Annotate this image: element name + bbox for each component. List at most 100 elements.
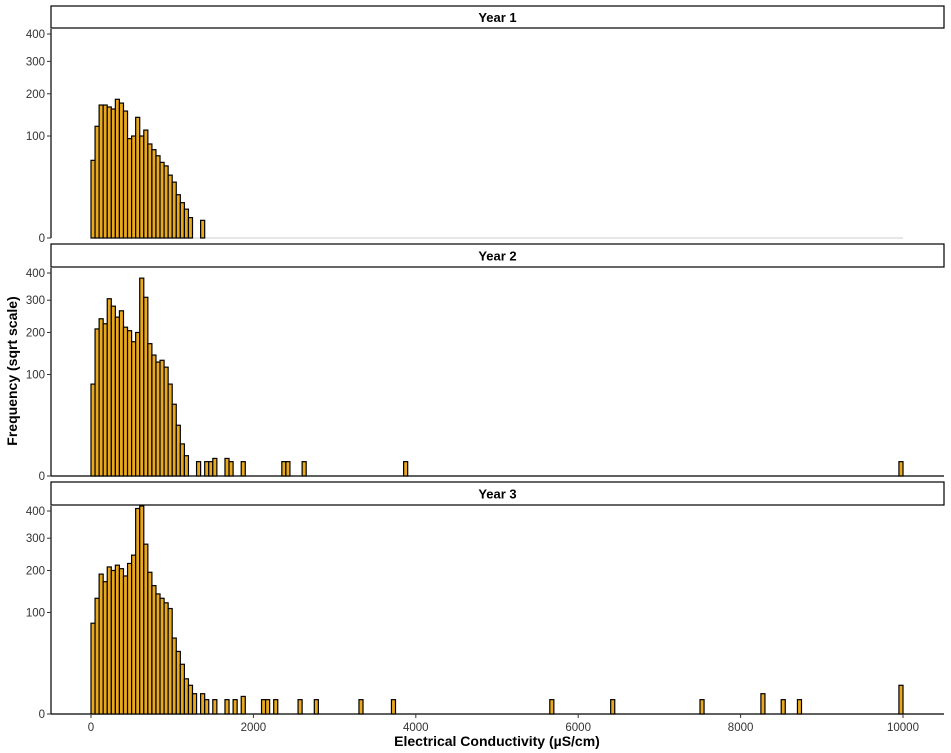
y-tick-label: 200 [26,327,45,339]
x-axis-title: Electrical Conductivity (µS/cm) [394,733,600,749]
histogram-bar [139,505,145,715]
histogram-bar [110,108,116,239]
histogram-bar [135,116,141,239]
histogram-bar [155,361,161,477]
histogram-bar [114,564,121,715]
histogram-bar [135,331,141,477]
facet-strip-label: Year 2 [478,249,516,264]
histogram-bar [126,138,133,239]
histogram-bar [122,326,129,477]
histogram-bar [403,461,409,477]
histogram-bar [191,693,198,715]
histogram-bar [175,424,181,477]
y-tick-label: 0 [39,709,45,721]
histogram-bar [167,174,173,239]
histogram-bar [102,323,108,477]
histogram-bar [699,699,705,715]
histogram-bar [151,354,157,477]
histogram-bar [147,343,153,477]
histogram-bar [98,318,104,477]
histogram-bar [118,102,125,239]
histogram-bar [301,461,307,477]
histogram-bar [110,305,116,477]
histogram-bar [212,457,218,477]
histogram-bar [122,575,129,715]
histogram-bar [122,110,129,239]
y-tick-label: 300 [26,533,45,545]
histogram-bar [240,695,246,715]
histogram-bar [240,461,246,477]
histogram-bar [126,562,133,715]
histogram-bar [151,585,157,715]
histogram-bar [898,461,904,477]
histogram-bar [204,699,210,715]
histogram-bar [898,684,904,715]
histogram-bar [183,208,190,239]
histogram-bar [102,104,108,239]
facet-strip-label: Year 3 [478,487,516,502]
histogram-bar [390,699,397,715]
x-tick-label: 4000 [403,722,429,734]
histogram-bar [143,543,149,715]
histogram-bar [780,699,786,715]
y-tick-label: 200 [26,89,45,101]
histogram-bar [94,597,100,715]
histogram-bar [94,125,100,239]
histogram-bar [135,507,141,715]
histogram-bar [126,330,133,477]
histogram-bar [187,217,194,239]
histogram-bar [98,573,104,715]
x-tick-label: 10000 [887,722,919,734]
histogram-bar [183,678,190,715]
histogram-bar [760,693,766,715]
histogram-bar [90,622,96,715]
y-tick-label: 100 [26,131,45,143]
histogram-bar [143,129,149,239]
histogram-bar [224,457,230,477]
histogram-bar [118,310,125,477]
histogram-bar [147,571,153,715]
histogram-bar [183,455,190,477]
histogram-bar [212,699,218,715]
facet-strip-label: Year 1 [478,10,516,25]
histogram-bar [106,298,112,477]
y-tick-label: 100 [26,608,45,620]
histogram-bar [610,699,616,715]
y-tick-label: 300 [26,56,45,68]
x-tick-label: 8000 [728,722,754,734]
histogram-bar [175,650,181,715]
histogram-bar [264,699,271,715]
histogram-bar [175,194,181,239]
histogram-bar [179,443,185,477]
histogram-bar [273,699,279,715]
histogram-bar [281,461,287,477]
histogram-bar [106,566,112,715]
facet-panel: Year 1 0 100 200 300 400 [26,5,945,245]
histogram-bar [208,461,214,477]
histogram-bar [163,602,169,715]
histogram-bar [118,568,125,715]
histogram-bar [131,135,137,239]
y-tick-label: 200 [26,565,45,577]
histogram-bar [232,699,238,715]
histogram-bar [147,143,153,239]
histogram-bar [131,341,137,477]
y-tick-label: 0 [39,471,45,483]
histogram-bar [313,699,319,715]
histogram-bar [204,461,210,477]
histogram-bar [200,219,206,239]
facet-strip [50,243,945,268]
histogram-bar [179,663,185,715]
histogram-bar [171,181,177,239]
histogram-bar [224,699,230,715]
y-tick-label: 400 [26,506,45,518]
x-tick-label: 0 [88,722,94,734]
facet-strip [50,481,945,506]
histogram-bar [90,159,96,239]
histogram-bar [260,699,267,715]
histogram-bar [167,607,173,715]
histogram-bar [159,359,165,477]
histogram-bar [110,569,116,715]
x-axis: 0 2000 4000 6000 8000 10000 [88,714,919,734]
